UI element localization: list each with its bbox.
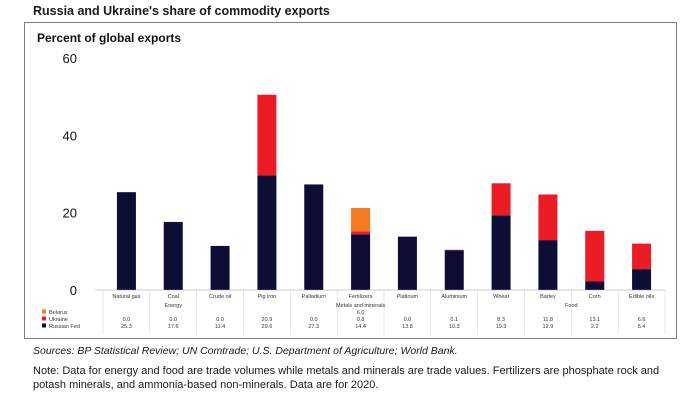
group-label: Food [565,303,578,309]
y-tick-label: 20 [63,206,77,221]
bar-ukraine [491,183,511,216]
table-value: 11.4 [215,324,225,330]
legend-swatch [42,316,46,321]
bar-russian-fed [397,236,417,290]
chart-title: Russia and Ukraine's share of commodity … [33,4,330,18]
bar-ukraine [632,243,652,270]
bar-russian-fed [491,215,511,290]
category-label: Palladium [302,294,327,300]
table-value: 0.0 [123,317,131,323]
table-value: 6.0 [357,310,365,316]
table-value: 13.1 [589,317,600,323]
table-value: 6.6 [638,317,646,323]
bar-russian-fed [304,184,324,290]
table-value: 20.9 [262,317,273,323]
table-value: 10.3 [449,324,460,330]
y-tick-label: 0 [70,283,77,298]
category-label: Natural gas [112,294,140,300]
group-label: Metals and minerals [336,303,385,309]
bar-russian-fed [444,250,464,290]
y-axis-title: Percent of global exports [37,31,181,45]
category-label: Pig iron [258,294,277,300]
bars [116,94,652,290]
table-value: 0.0 [216,317,224,323]
legend-swatch [42,323,46,328]
table-value: 19.3 [496,324,507,330]
y-tick-label: 40 [63,128,77,143]
y-tick-label: 60 [63,51,77,66]
table-value: 13.8 [402,324,413,330]
category-label: Wheat [493,294,509,300]
bar-ukraine [538,194,558,241]
table-value: 0.0 [404,317,412,323]
category-labels: Natural gas Coal Crude oil Pig iron Palladiu… [102,290,666,334]
category-label: Fertilizers [349,294,373,300]
table-value: 29.6 [262,324,273,330]
stacked-bar-chart: Percent of global exports 0 20 40 60 Natura… [37,31,666,334]
bar-russian-fed [210,245,230,290]
category-label: Corn [589,294,601,300]
category-label: Coal [168,294,179,300]
table-value: 2.2 [591,324,599,330]
table-value: 0.0 [169,317,177,323]
note-text: Note: Data for energy and food are trade… [33,365,660,391]
category-label: Aluminium [441,294,467,300]
bar-russian-fed [632,269,652,290]
category-label: Platinum [397,294,419,300]
category-label: Crude oil [209,294,231,300]
bar-russian-fed [116,192,136,290]
bar-russian-fed [585,281,605,290]
bar-belarus [351,208,371,232]
legend-label: Belarus [49,310,68,316]
bar-ukraine [585,230,605,282]
legend-label: Ukraine [49,317,68,323]
bar-russian-fed [257,175,277,290]
y-axis-ticks: 0 20 40 60 [63,51,77,298]
category-label: Edible oils [629,294,654,300]
table-value: 5.4 [638,324,646,330]
table-value: 12.9 [543,324,554,330]
bar-russian-fed [163,221,183,290]
group-label: Energy [165,303,183,309]
bar-ukraine [351,231,371,235]
group-labels: Energy Metals and minerals Food [165,303,578,309]
table-value: 0.8 [357,317,365,323]
table-value: 17.6 [168,324,179,330]
table-value: 8.3 [497,317,505,323]
table-value: 11.8 [543,317,553,323]
category-label: Barley [540,294,556,300]
bar-russian-fed [351,234,371,290]
legend-label: Russian Fed [49,324,80,330]
table-value: 0.1 [450,317,458,323]
data-table: Belarus 6.0 Ukraine 0.0 0.0 0.0 20.9 0.0 0.8 0.0 0… [42,309,646,330]
sources-text: Sources: BP Statistical Review; UN Comtr… [33,345,458,357]
table-value: 14.4 [355,324,366,330]
legend-swatch [42,309,46,314]
bar-russian-fed [538,240,558,290]
table-value: 0.0 [310,317,318,323]
table-value: 25.3 [121,324,132,330]
table-value: 27.3 [308,324,319,330]
bar-ukraine [257,94,277,176]
chart-frame: Percent of global exports 0 20 40 60 Natura… [24,22,677,339]
